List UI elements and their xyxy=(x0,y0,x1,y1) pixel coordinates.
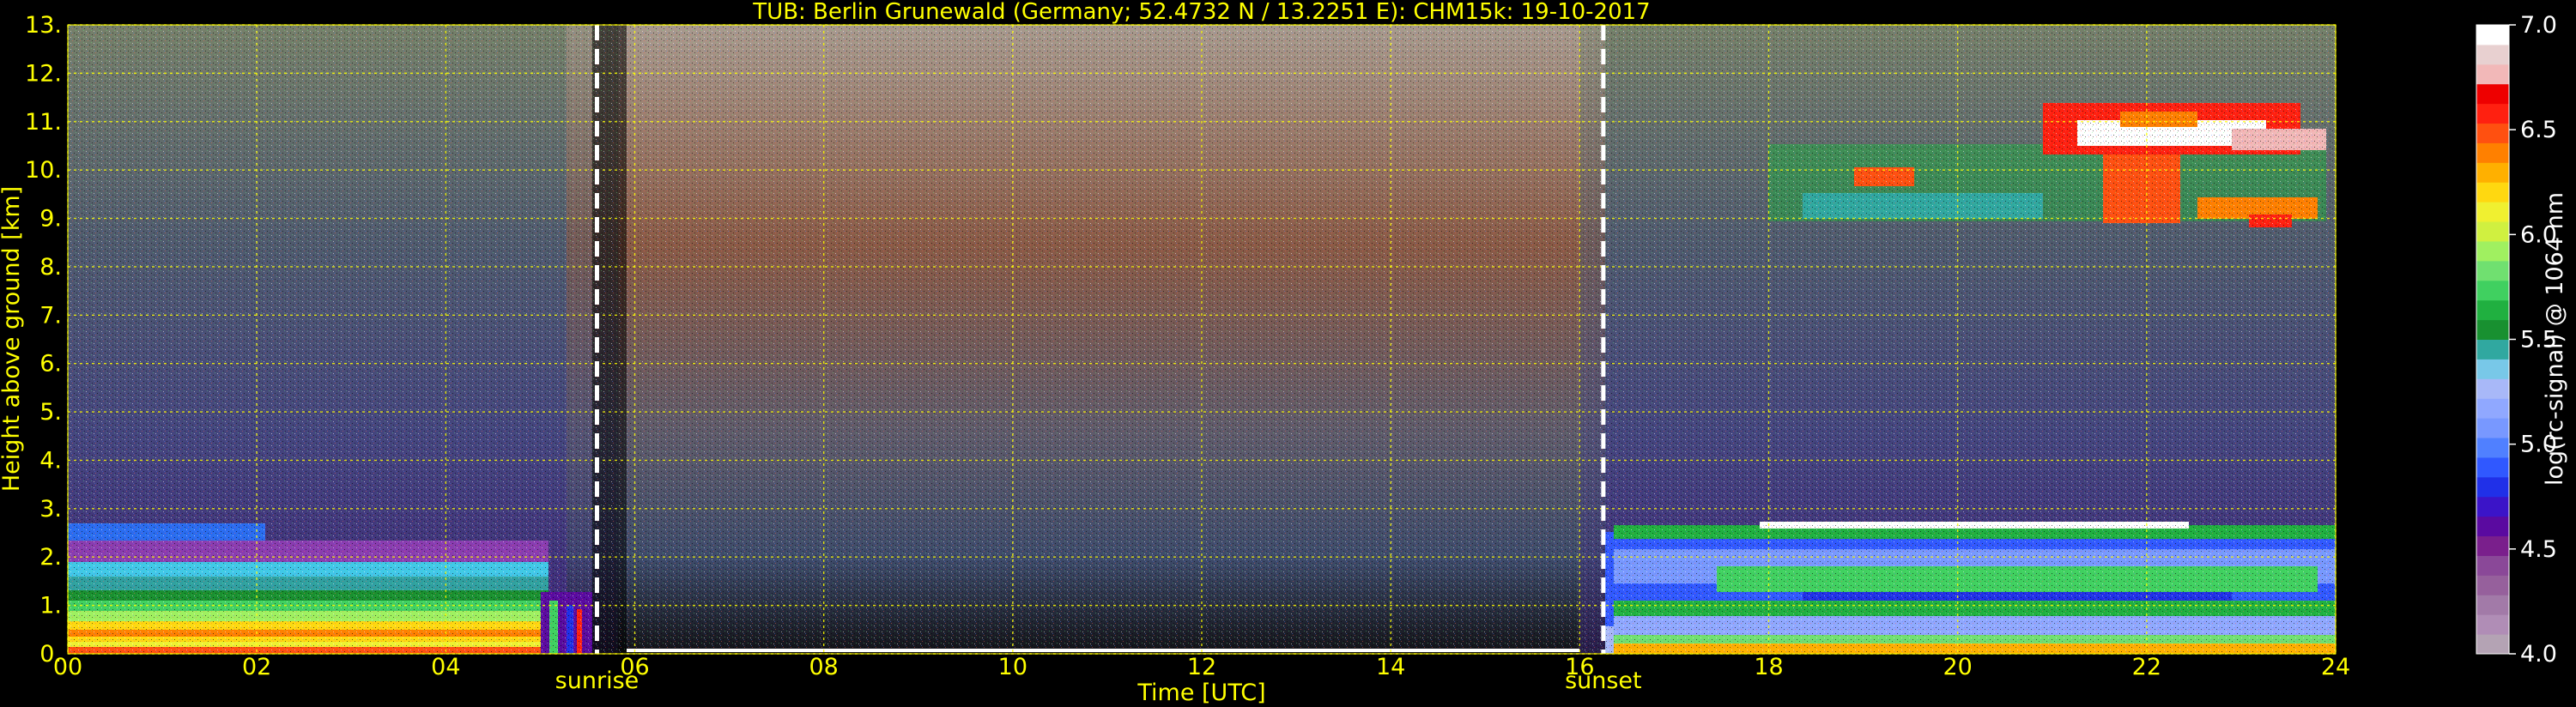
colorbar-segment xyxy=(2476,63,2509,85)
x-tick-label: 18 xyxy=(1754,654,1783,680)
plot-frame xyxy=(67,24,2337,655)
colorbar-segment xyxy=(2476,496,2509,517)
sunset-label: sunset xyxy=(1565,668,1642,694)
x-tick-label: 14 xyxy=(1376,654,1405,680)
x-tick-label: 16 xyxy=(1565,654,1594,680)
colorbar-segment xyxy=(2476,535,2509,556)
colorbar-segment xyxy=(2476,25,2509,45)
y-tick-label: 3. xyxy=(39,496,62,523)
y-tick-label: 10. xyxy=(25,157,62,184)
sun-markers: sunrise sunset xyxy=(555,25,1642,694)
sunrise-label: sunrise xyxy=(555,668,639,694)
colorbar-tick-label: 4.5 xyxy=(2520,536,2557,563)
colorbar-tick-label: 6.0 xyxy=(2520,221,2557,248)
colorbar-segment xyxy=(2476,516,2509,537)
colorbar-tick-label: 7.0 xyxy=(2520,12,2557,39)
colorbar-segment xyxy=(2476,240,2509,262)
y-tick-label: 5. xyxy=(39,399,62,426)
colorbar-segment xyxy=(2476,614,2509,635)
colorbar-segment xyxy=(2476,103,2509,124)
colorbar: 4.0 4.5 5.0 5.5 6.0 6.5 7.0 log(rc-signal) @ 1… xyxy=(2476,12,2568,668)
x-tick-label: 12 xyxy=(1187,654,1216,680)
colorbar-segment xyxy=(2476,418,2509,438)
colorbar-segment xyxy=(2476,221,2509,242)
x-tick-label: 08 xyxy=(809,654,838,680)
colorbar-tick-labels: 4.0 4.5 5.0 5.5 6.0 6.5 7.0 xyxy=(2509,12,2557,668)
y-tick-label: 9. xyxy=(39,206,62,233)
colorbar-segment xyxy=(2476,359,2509,379)
y-tick-label: 12. xyxy=(25,60,62,87)
colorbar-scale xyxy=(2476,25,2509,655)
x-tick-label: 00 xyxy=(53,654,82,680)
colorbar-tick-label: 4.0 xyxy=(2520,641,2557,668)
x-tick-label: 20 xyxy=(1943,654,1972,680)
y-tick-label: 6. xyxy=(39,351,62,378)
x-tick-label: 10 xyxy=(998,654,1027,680)
x-axis-label: Time [UTC] xyxy=(1136,680,1265,706)
colorbar-segment xyxy=(2476,182,2509,202)
colorbar-segment xyxy=(2476,634,2509,655)
x-tick-label: 24 xyxy=(2321,654,2350,680)
colorbar-segment xyxy=(2476,398,2509,419)
x-tick-label: 04 xyxy=(431,654,460,680)
y-tick-label: 8. xyxy=(39,254,62,281)
colorbar-segment xyxy=(2476,280,2509,301)
y-tick-labels: 0. 1. 2. 3. 4. 5. 6. 7. 8. 9. 10. 11. 12. 13. xyxy=(25,12,62,668)
y-axis-label: Height above ground [km] xyxy=(0,186,25,492)
colorbar-segment xyxy=(2476,575,2509,595)
chart-title: TUB: Berlin Grunewald (Germany; 52.4732 … xyxy=(752,0,1650,25)
y-tick-label: 4. xyxy=(39,447,62,474)
colorbar-segment xyxy=(2476,44,2509,65)
colorbar-segment xyxy=(2476,339,2509,360)
y-axis: 0. 1. 2. 3. 4. 5. 6. 7. 8. 9. 10. 11. 12. 13. Height … xyxy=(0,12,62,668)
y-tick-label: 7. xyxy=(39,302,62,329)
colorbar-segment xyxy=(2476,202,2509,222)
x-tick-labels: 00 02 04 06 08 10 12 14 16 18 20 22 24 xyxy=(53,654,2350,680)
x-axis: 00 02 04 06 08 10 12 14 16 18 20 22 24 Time [UTC] xyxy=(53,654,2350,706)
x-tick-label: 02 xyxy=(242,654,271,680)
colorbar-segment xyxy=(2476,299,2509,321)
y-tick-label: 1. xyxy=(39,593,62,619)
colorbar-segment xyxy=(2476,456,2509,478)
colorbar-segment xyxy=(2476,162,2509,183)
y-tick-label: 13. xyxy=(25,12,62,39)
colorbar-segment xyxy=(2476,555,2509,576)
colorbar-segment xyxy=(2476,595,2509,615)
y-tick-label: 2. xyxy=(39,544,62,571)
colorbar-segment xyxy=(2476,83,2509,105)
colorbar-segment xyxy=(2476,476,2509,498)
plot-area: sunrise sunset xyxy=(67,24,2337,694)
colorbar-segment xyxy=(2476,260,2509,281)
y-tick-label: 11. xyxy=(25,109,62,136)
x-tick-label: 22 xyxy=(2132,654,2161,680)
colorbar-segment xyxy=(2476,438,2509,458)
colorbar-tick-label: 5.0 xyxy=(2520,432,2557,458)
colorbar-segment xyxy=(2476,123,2509,143)
y-tick-label: 0. xyxy=(39,641,62,668)
x-tick-label: 06 xyxy=(620,654,649,680)
colorbar-label: log(rc-signal) @ 1064 nm xyxy=(2542,192,2568,486)
colorbar-tick-label: 6.5 xyxy=(2520,117,2557,143)
colorbar-segment xyxy=(2476,378,2509,399)
colorbar-segment xyxy=(2476,319,2509,340)
colorbar-segment xyxy=(2476,142,2509,163)
colorbar-tick-label: 5.5 xyxy=(2520,327,2557,354)
